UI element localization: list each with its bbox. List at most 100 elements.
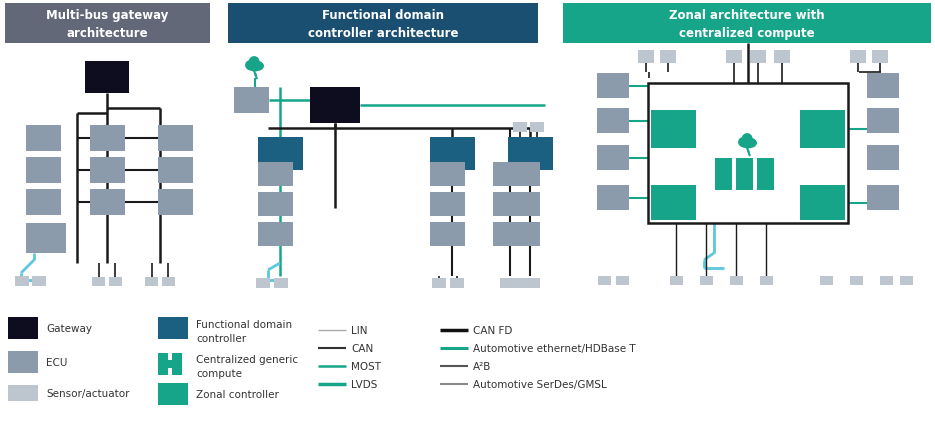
Bar	[26, 126, 61, 152]
Bar	[32, 276, 46, 286]
Bar	[274, 279, 288, 288]
Text: MOST: MOST	[351, 361, 381, 371]
Circle shape	[741, 134, 753, 145]
Bar	[162, 277, 175, 286]
Text: Zonal architecture with
centralized compute: Zonal architecture with centralized comp…	[669, 8, 825, 39]
Bar	[90, 158, 125, 184]
Text: Centralized generic
compute: Centralized generic compute	[196, 355, 298, 378]
Circle shape	[255, 62, 263, 70]
Bar	[450, 279, 464, 288]
Bar	[5, 4, 210, 44]
Bar	[109, 277, 122, 286]
Text: Sensor/actuator: Sensor/actuator	[46, 388, 130, 398]
Ellipse shape	[246, 61, 264, 72]
Bar	[228, 4, 538, 44]
Bar	[867, 146, 899, 171]
Bar	[867, 109, 899, 134]
Bar	[850, 276, 863, 285]
Bar	[256, 279, 270, 288]
Bar	[172, 353, 182, 375]
Bar	[493, 193, 528, 216]
Bar	[26, 158, 61, 184]
Bar	[597, 146, 629, 171]
Bar	[513, 123, 527, 133]
Circle shape	[748, 139, 755, 147]
Bar	[430, 193, 465, 216]
Bar	[15, 276, 29, 286]
Bar	[8, 317, 38, 339]
Bar	[508, 138, 553, 171]
Bar	[258, 193, 293, 216]
Bar	[774, 51, 790, 64]
Bar	[8, 385, 38, 401]
Bar	[730, 276, 743, 285]
Bar	[872, 51, 888, 64]
Text: Gateway: Gateway	[46, 323, 92, 333]
Text: A²B: A²B	[473, 361, 492, 371]
Text: CAN: CAN	[351, 343, 373, 353]
Bar	[867, 186, 899, 211]
Bar	[505, 162, 540, 187]
Bar	[526, 279, 540, 288]
Bar	[736, 159, 753, 191]
Text: Functional domain
controller architecture: Functional domain controller architectur…	[308, 8, 458, 39]
Bar	[514, 279, 528, 288]
Bar	[90, 126, 125, 152]
Bar	[505, 223, 540, 247]
Bar	[158, 158, 193, 184]
Bar	[750, 51, 766, 64]
Bar	[430, 162, 465, 187]
Bar	[638, 51, 654, 64]
Bar	[800, 186, 845, 220]
Bar	[90, 190, 125, 215]
Bar	[258, 138, 303, 171]
Bar	[26, 223, 66, 254]
Bar	[597, 186, 629, 211]
Bar	[432, 279, 446, 288]
Bar	[867, 74, 899, 99]
Text: LVDS: LVDS	[351, 379, 378, 389]
Circle shape	[245, 61, 255, 71]
Bar	[648, 84, 848, 223]
Bar	[820, 276, 833, 285]
Text: Multi-bus gateway
architecture: Multi-bus gateway architecture	[46, 8, 168, 39]
Bar	[597, 109, 629, 134]
Bar	[234, 88, 269, 114]
Text: Functional domain
controller: Functional domain controller	[196, 320, 292, 343]
Bar	[757, 159, 774, 191]
Bar	[160, 360, 180, 368]
Bar	[500, 279, 514, 288]
Bar	[493, 223, 528, 247]
Bar	[670, 276, 683, 285]
Circle shape	[738, 138, 748, 148]
Ellipse shape	[739, 138, 757, 149]
Bar	[800, 111, 845, 148]
Bar	[651, 186, 696, 220]
Bar	[660, 51, 676, 64]
Text: Zonal controller: Zonal controller	[196, 389, 279, 399]
Bar	[651, 111, 696, 148]
Bar	[158, 126, 193, 152]
Bar	[563, 4, 931, 44]
Bar	[158, 353, 168, 375]
Bar	[8, 351, 38, 373]
Text: Automotive SerDes/GMSL: Automotive SerDes/GMSL	[473, 379, 607, 389]
Text: CAN FD: CAN FD	[473, 325, 512, 335]
Bar	[760, 276, 773, 285]
Bar	[430, 223, 465, 247]
Circle shape	[249, 57, 260, 68]
Bar	[700, 276, 713, 285]
Bar	[900, 276, 913, 285]
Bar	[530, 123, 544, 133]
Bar	[508, 279, 522, 288]
Bar	[258, 162, 293, 187]
Bar	[158, 317, 188, 339]
Bar	[726, 51, 742, 64]
Bar	[616, 276, 629, 285]
Bar	[880, 276, 893, 285]
Bar	[505, 193, 540, 216]
Text: LIN: LIN	[351, 325, 367, 335]
Bar	[310, 88, 360, 124]
Bar	[430, 138, 475, 171]
Bar	[145, 277, 158, 286]
